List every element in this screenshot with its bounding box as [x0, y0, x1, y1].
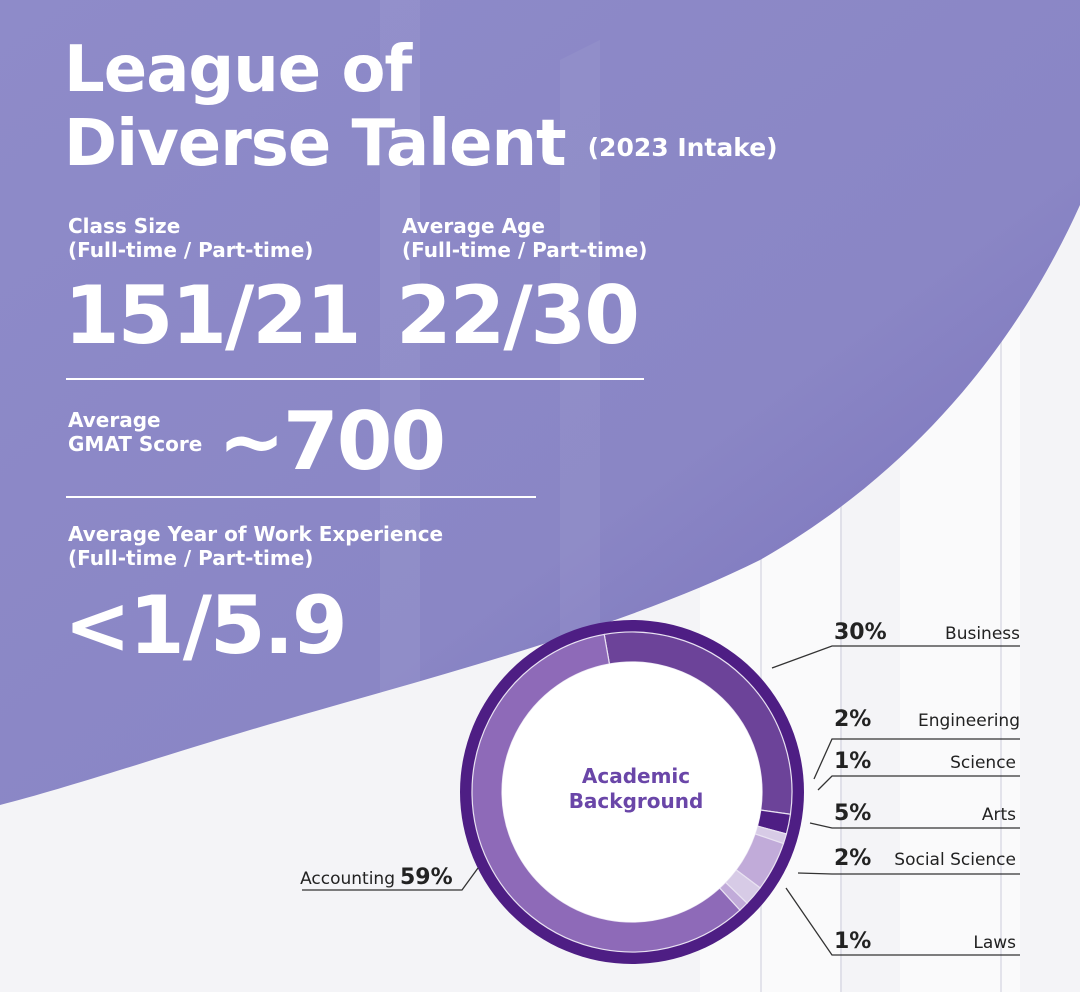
legend-value-social-science: 2%	[834, 846, 871, 871]
intake-year: (2023 Intake)	[587, 132, 778, 162]
center-label-line2: Background	[569, 789, 704, 813]
page-title-line2: Diverse Talent (2023 Intake)	[64, 112, 778, 176]
legend-label-laws: Laws	[973, 933, 1016, 953]
legend-value-engineering: 2%	[834, 707, 871, 732]
leader-accounting	[302, 867, 479, 891]
donut-center	[502, 662, 762, 922]
legend-label-science: Science	[950, 753, 1016, 773]
work-experience-value: <1/5.9	[64, 579, 348, 672]
legend-value-laws: 1%	[834, 929, 871, 954]
gmat-value: ~700	[218, 395, 446, 488]
work-experience-label: Average Year of Work Experience (Full-ti…	[68, 522, 443, 570]
gmat-label-line2: GMAT Score	[68, 432, 203, 456]
legend-label-business: Business	[945, 624, 1020, 644]
leader-social-science	[797, 872, 1020, 875]
class-size-label-line2: (Full-time / Part-time)	[68, 238, 314, 262]
class-size-label-line1: Class Size	[68, 214, 181, 238]
slice-accounting	[471, 633, 741, 953]
leader-arts	[809, 822, 1020, 829]
average-age-label-line2: (Full-time / Part-time)	[402, 238, 648, 262]
average-age-label-line1: Average Age	[402, 214, 545, 238]
legend-label-arts: Arts	[982, 805, 1016, 825]
legend-label-social-science: Social Science	[894, 850, 1016, 870]
average-age-value: 22/30	[396, 269, 640, 362]
legend-value-accounting: 59%	[400, 865, 453, 890]
center-label-line1: Academic	[582, 764, 690, 788]
legend-label-accounting: Accounting	[300, 869, 395, 889]
class-size-label: Class Size (Full-time / Part-time)	[68, 214, 313, 262]
work-experience-label-line1: Average Year of Work Experience	[68, 522, 444, 546]
gmat-label: Average GMAT Score	[68, 408, 202, 456]
class-size-value: 151/21	[64, 269, 362, 362]
leader-business	[771, 645, 1020, 669]
page-title-line1: League of	[64, 33, 412, 107]
average-age-label: Average Age (Full-time / Part-time)	[402, 214, 647, 262]
bg-window-frame	[1000, 0, 1002, 992]
divider-top	[66, 378, 644, 380]
page-title-main: Diverse Talent	[64, 107, 567, 181]
leader-laws	[785, 887, 1020, 956]
leader-engineering	[813, 738, 1020, 780]
leader-science	[817, 775, 1020, 791]
legend-label-engineering: Engineering	[918, 711, 1020, 731]
legend-value-science: 1%	[834, 749, 871, 774]
legend-value-business: 30%	[834, 620, 887, 645]
divider-middle	[66, 496, 536, 498]
legend-value-arts: 5%	[834, 801, 871, 826]
gmat-label-line1: Average	[68, 408, 161, 432]
work-experience-label-line2: (Full-time / Part-time)	[68, 546, 314, 570]
